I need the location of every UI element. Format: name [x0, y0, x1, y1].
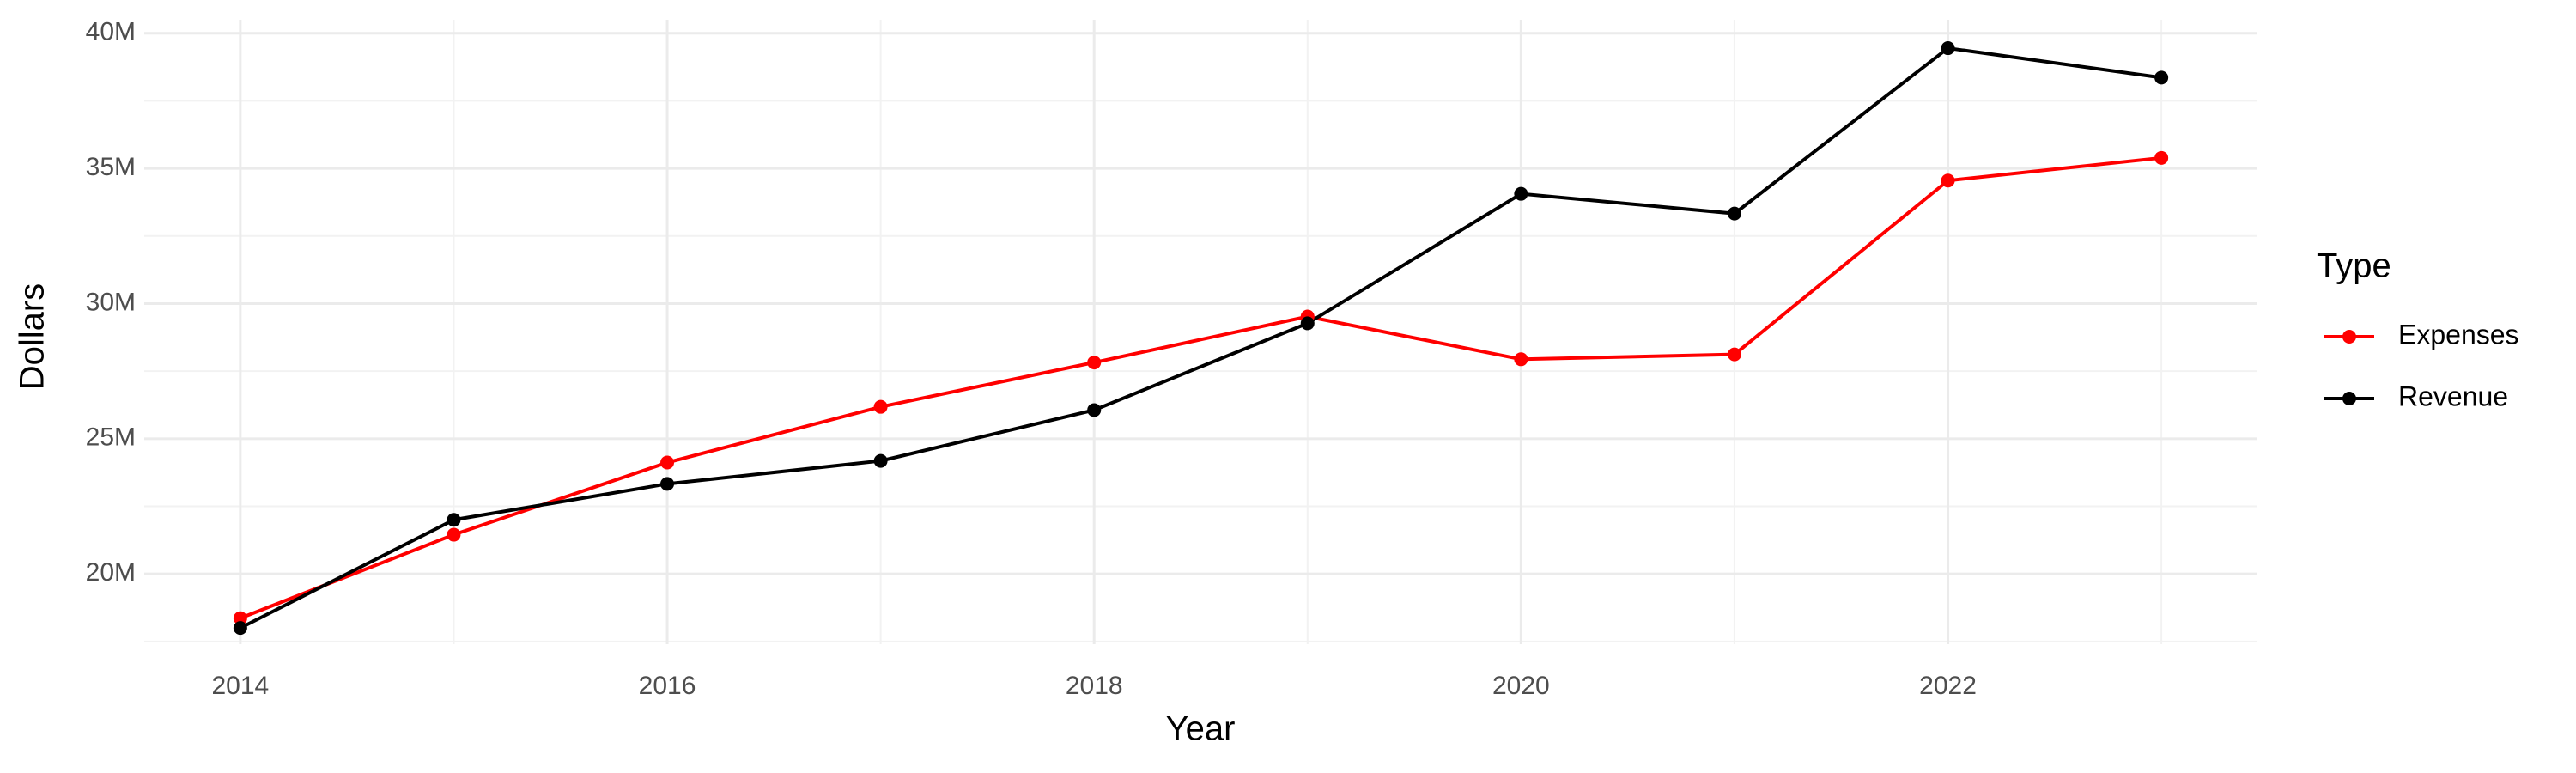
- data-point: [1087, 356, 1102, 370]
- x-tick-label: 2020: [1492, 672, 1550, 700]
- data-point: [1300, 316, 1315, 331]
- data-point: [447, 527, 461, 542]
- data-point: [1727, 347, 1741, 362]
- legend-key-point: [2342, 330, 2356, 344]
- x-tick-label: 2016: [639, 672, 696, 700]
- data-point: [1941, 173, 1955, 188]
- y-tick-label: 25M: [86, 423, 136, 452]
- x-tick-label: 2022: [1919, 672, 1977, 700]
- data-point: [873, 453, 888, 468]
- legend-label: Expenses: [2398, 319, 2519, 350]
- data-point: [447, 513, 461, 527]
- data-point: [233, 621, 247, 636]
- series-line: [239, 46, 2162, 630]
- data-point: [1941, 41, 1955, 56]
- y-tick-label: 20M: [86, 558, 136, 587]
- y-tick-label: 35M: [86, 153, 136, 181]
- legend-key-point: [2342, 392, 2356, 405]
- data-point: [2154, 150, 2169, 165]
- data-point: [1727, 206, 1741, 221]
- data-point: [1514, 186, 1528, 201]
- data-point: [1514, 352, 1528, 367]
- data-point: [660, 455, 675, 470]
- data-point: [2154, 70, 2169, 85]
- y-axis-title: Dollars: [14, 283, 52, 390]
- legend-title: Type: [2317, 247, 2391, 285]
- data-point: [233, 611, 247, 625]
- legend-label: Revenue: [2398, 380, 2508, 411]
- x-tick-label: 2014: [211, 672, 269, 700]
- series-line: [240, 155, 2162, 620]
- x-axis-title: Year: [1166, 710, 1236, 748]
- data-point: [660, 477, 675, 491]
- x-tick-label: 2018: [1066, 672, 1123, 700]
- y-tick-label: 40M: [86, 18, 136, 46]
- data-point: [1087, 403, 1102, 417]
- y-tick-label: 30M: [86, 288, 136, 316]
- data-point: [873, 399, 888, 414]
